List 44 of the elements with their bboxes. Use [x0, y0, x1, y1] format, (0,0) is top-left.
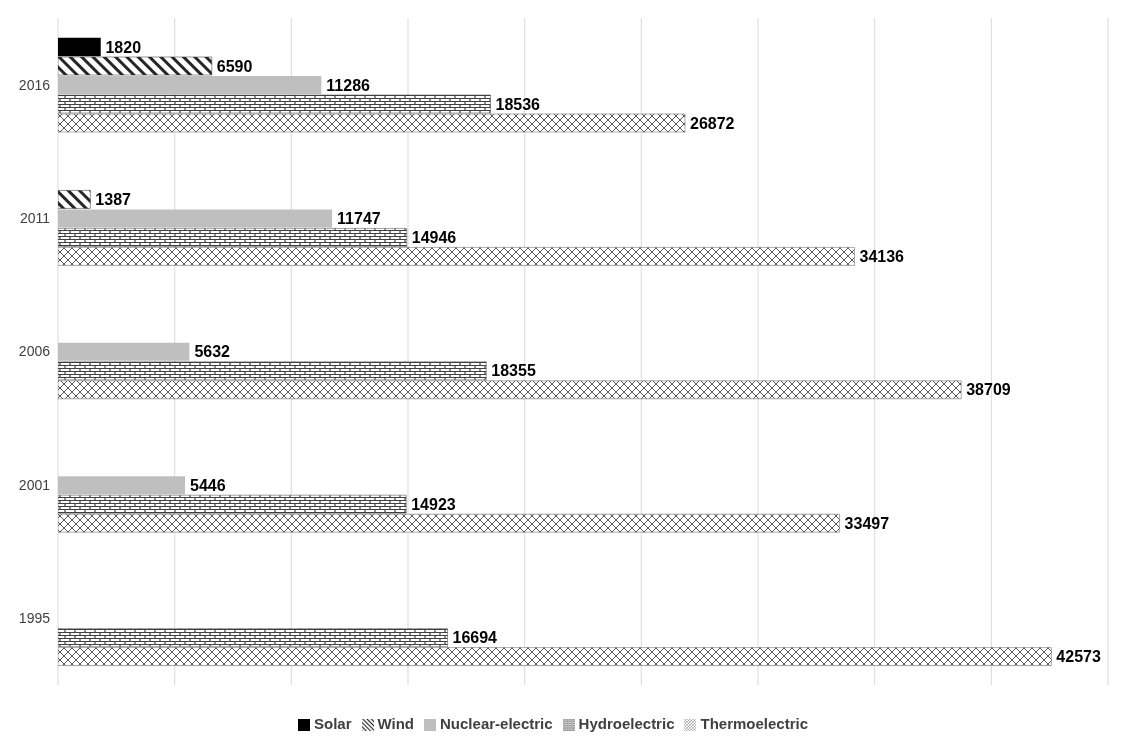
- bar: [58, 380, 962, 400]
- legend-label: Wind: [377, 715, 415, 732]
- y-tick-label: 2001: [18, 476, 51, 493]
- bar: [58, 361, 487, 381]
- data-label: 1820: [105, 38, 142, 56]
- y-tick-label: 2016: [18, 76, 51, 93]
- bar: [58, 513, 840, 533]
- bar: [58, 647, 1052, 666]
- legend-label: Nuclear-electric: [440, 715, 553, 732]
- data-label: 38709: [966, 381, 1011, 399]
- y-tick-label: 2006: [18, 343, 51, 360]
- bar: [58, 628, 448, 647]
- data-label: 5632: [194, 343, 231, 361]
- bar: [58, 342, 190, 361]
- bar: [58, 209, 333, 228]
- data-label: 18536: [495, 95, 541, 113]
- bar: [58, 94, 491, 114]
- bar: [58, 476, 186, 495]
- data-label: 16694: [452, 629, 498, 647]
- data-label: 14946: [411, 229, 457, 247]
- bar: [58, 228, 407, 247]
- data-label: 34136: [859, 248, 905, 266]
- legend-label: Thermoelectric: [700, 715, 809, 732]
- y-tick-label: 2011: [19, 210, 51, 227]
- y-tick-label: 1995: [18, 610, 51, 627]
- data-label: 33497: [844, 514, 890, 532]
- legend-label: Hydroelectric: [578, 715, 675, 732]
- data-label: 26872: [690, 114, 735, 132]
- bar: [58, 56, 213, 76]
- bar: [58, 37, 101, 57]
- data-label: 42573: [1056, 648, 1101, 666]
- data-label: 5446: [190, 476, 226, 494]
- legend-label: Solar: [313, 715, 352, 732]
- bar: [58, 494, 407, 514]
- data-label: 1387: [95, 191, 132, 209]
- bar: [58, 76, 322, 94]
- bar: [58, 113, 686, 133]
- data-label: 14923: [411, 495, 456, 513]
- bar: [58, 190, 91, 209]
- data-label: 18355: [491, 362, 536, 380]
- bar: [58, 247, 855, 266]
- data-label: 11747: [337, 210, 381, 228]
- data-label: 6590: [216, 57, 253, 75]
- data-label: 11286: [326, 76, 371, 94]
